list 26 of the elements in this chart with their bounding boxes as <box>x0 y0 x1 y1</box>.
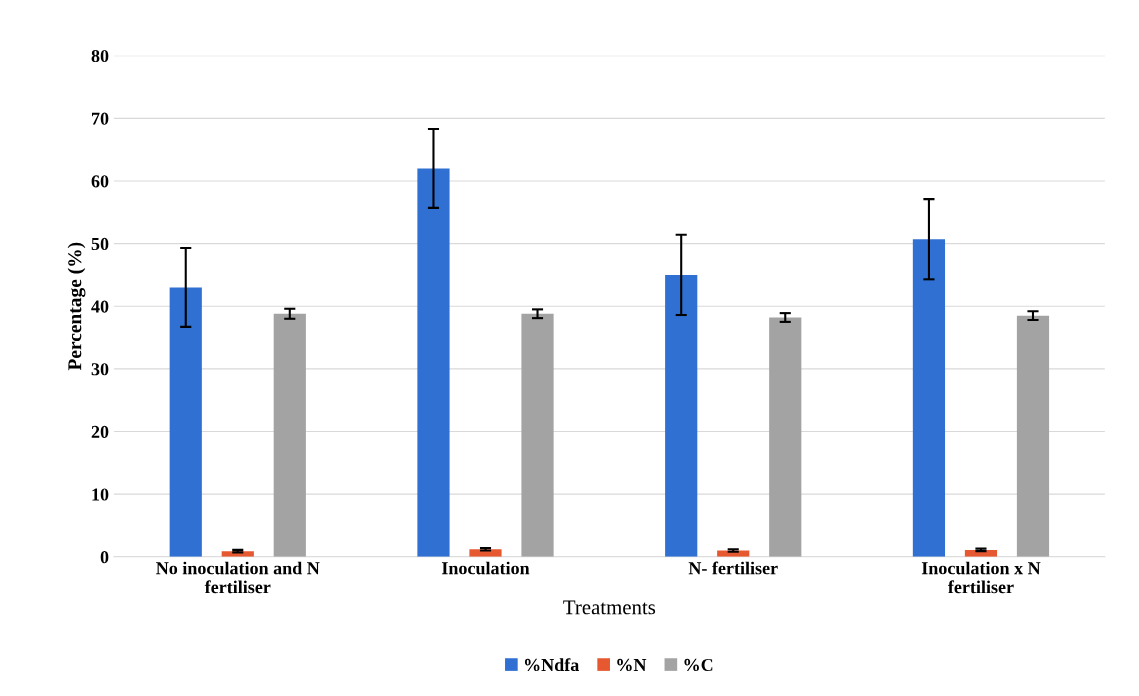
bar <box>769 317 802 557</box>
x-axis-title: Treatments <box>563 600 656 615</box>
legend-label: %C <box>684 658 713 672</box>
legend-label: %Ndfa <box>524 658 579 672</box>
bar <box>1016 315 1050 557</box>
x-tick-label: N- fertiliser <box>688 561 778 575</box>
y-tick-label: 0 <box>100 551 109 564</box>
bar <box>521 313 554 557</box>
y-tick-label: 10 <box>92 488 109 501</box>
y-tick-label: 30 <box>91 363 109 376</box>
y-tick-label: 20 <box>91 425 109 438</box>
y-tick-label: 70 <box>92 112 109 125</box>
y-axis-title: Percentage (%) <box>67 242 86 371</box>
bar <box>912 239 946 557</box>
bar <box>169 287 202 557</box>
y-tick-label: 80 <box>91 49 109 63</box>
bar <box>417 168 450 557</box>
legend-label: %N <box>617 658 647 672</box>
y-tick-label: 60 <box>91 175 109 188</box>
bar <box>665 274 698 557</box>
x-tick-label: Inoculation <box>441 561 530 575</box>
bar <box>273 313 306 557</box>
x-tick-label: No inoculation and N fertiliser <box>156 561 320 594</box>
y-tick-label: 50 <box>91 237 109 251</box>
y-tick-label: 40 <box>91 300 109 313</box>
x-tick-label: Inoculation x N fertiliser <box>921 561 1041 594</box>
